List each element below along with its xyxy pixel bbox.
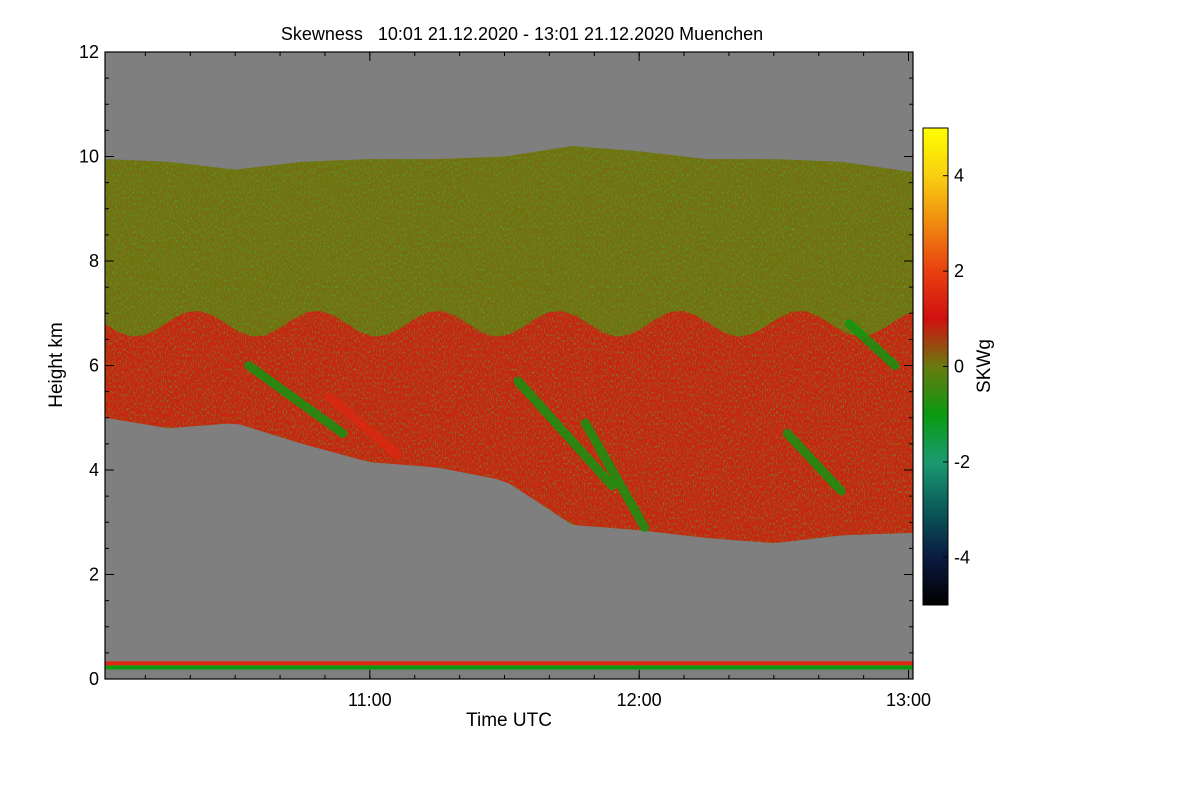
colorbar-tick-label: -2 xyxy=(954,452,970,472)
colorbar-label: SKWg xyxy=(974,339,995,393)
fall-streak xyxy=(844,319,900,370)
y-tick-label: 8 xyxy=(89,251,99,271)
fall-streak xyxy=(324,392,402,459)
y-tick-label: 6 xyxy=(89,356,99,376)
y-axis-label: Height km xyxy=(46,322,67,408)
x-axis: 11:00 12:00 13:00 xyxy=(144,52,931,710)
y-tick-label: 12 xyxy=(79,42,99,62)
y-tick-label: 10 xyxy=(79,147,99,167)
colorbar-tick-label: 2 xyxy=(954,261,964,281)
colorbar-tick-label: 4 xyxy=(954,166,964,186)
fall-streak xyxy=(244,361,348,438)
low-layer-band xyxy=(105,661,913,666)
heatmap-texture xyxy=(105,146,913,544)
x-tick-label: 12:00 xyxy=(617,690,662,710)
fall-streak xyxy=(782,428,846,496)
x-tick-label: 11:00 xyxy=(348,690,392,710)
low-layer-band xyxy=(105,665,913,670)
colorbar: -4 -2 0 2 4 xyxy=(922,127,970,606)
y-tick-label: 0 xyxy=(89,669,99,689)
y-tick-label: 2 xyxy=(89,565,99,585)
x-axis-label: Time UTC xyxy=(466,710,552,731)
y-tick-label: 4 xyxy=(89,460,99,480)
chart-title: Skewness 10:01 21.12.2020 - 13:01 21.12.… xyxy=(281,24,763,44)
colorbar-tick-label: -4 xyxy=(954,547,970,567)
fall-streak xyxy=(513,376,617,491)
colorbar-tick-label: 0 xyxy=(954,357,964,377)
plot-area xyxy=(105,52,913,679)
x-tick-label: 13:00 xyxy=(886,690,931,710)
y-axis: 0 2 4 6 8 10 12 xyxy=(79,42,913,689)
fall-streak xyxy=(580,418,650,532)
